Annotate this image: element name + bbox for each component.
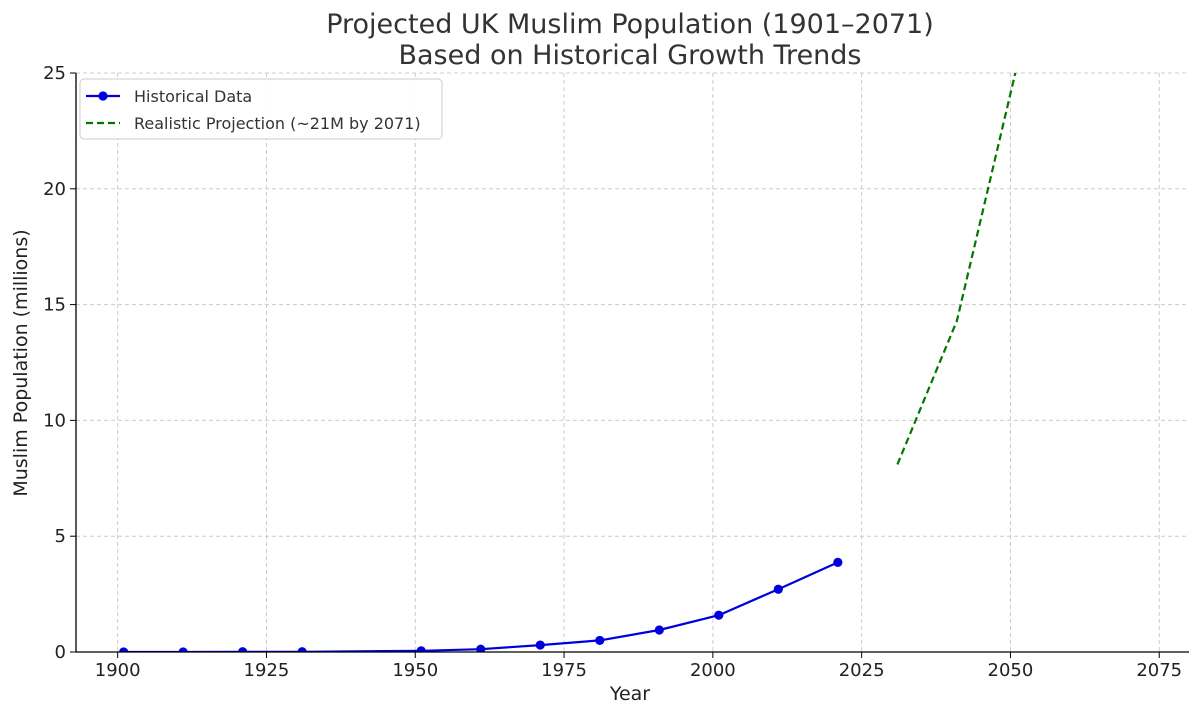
data-point bbox=[119, 647, 129, 652]
legend: Historical Data Realistic Projection (~21… bbox=[79, 78, 443, 140]
data-point bbox=[833, 557, 843, 567]
x-tick-label: 1950 bbox=[392, 660, 438, 681]
legend-label-1: Realistic Projection (~21M by 2071) bbox=[134, 114, 421, 133]
y-tick-label: 10 bbox=[43, 410, 66, 431]
data-point bbox=[297, 647, 307, 652]
y-tick-label: 20 bbox=[43, 179, 66, 200]
chart-title-line-1: Projected UK Muslim Population (1901–207… bbox=[326, 9, 934, 40]
data-point bbox=[654, 625, 664, 635]
x-tick-label: 2075 bbox=[1136, 660, 1182, 681]
data-point bbox=[178, 647, 188, 652]
data-point bbox=[535, 640, 545, 650]
y-tick-label: 5 bbox=[55, 526, 66, 547]
data-point bbox=[416, 646, 426, 652]
series-layer bbox=[119, 73, 1017, 652]
x-tick-label: 2025 bbox=[839, 660, 885, 681]
x-tick-label: 2050 bbox=[988, 660, 1034, 681]
y-axis-label: Muslim Population (millions) bbox=[10, 229, 32, 496]
x-tick-label: 1925 bbox=[244, 660, 290, 681]
x-axis-label: Year bbox=[609, 683, 650, 705]
data-point bbox=[476, 644, 486, 652]
series-line-0 bbox=[123, 561, 839, 652]
data-point bbox=[773, 584, 783, 594]
data-point bbox=[595, 635, 605, 646]
x-ticks: 1900 1925 1950 1975 2000 2025 2050 2075 bbox=[95, 652, 1182, 681]
legend-box bbox=[79, 78, 443, 140]
legend-label-0: Historical Data bbox=[134, 87, 252, 106]
x-tick-label: 2000 bbox=[690, 660, 736, 681]
data-point bbox=[714, 610, 724, 620]
chart-title-line-2: Based on Historical Growth Trends bbox=[398, 40, 861, 71]
y-tick-label: 15 bbox=[43, 295, 66, 316]
grid bbox=[76, 72, 1189, 652]
data-point bbox=[238, 647, 248, 652]
y-tick-label: 25 bbox=[43, 63, 66, 84]
x-tick-label: 1900 bbox=[95, 660, 141, 681]
legend-marker-0 bbox=[98, 91, 108, 101]
x-tick-label: 1975 bbox=[541, 660, 587, 681]
y-tick-label: 0 bbox=[55, 642, 66, 663]
y-ticks: 0 5 10 15 20 25 bbox=[43, 63, 76, 663]
axes bbox=[75, 73, 1189, 653]
legend-items: Historical Data Realistic Projection (~21… bbox=[86, 87, 421, 133]
series-line-1 bbox=[896, 73, 1017, 465]
